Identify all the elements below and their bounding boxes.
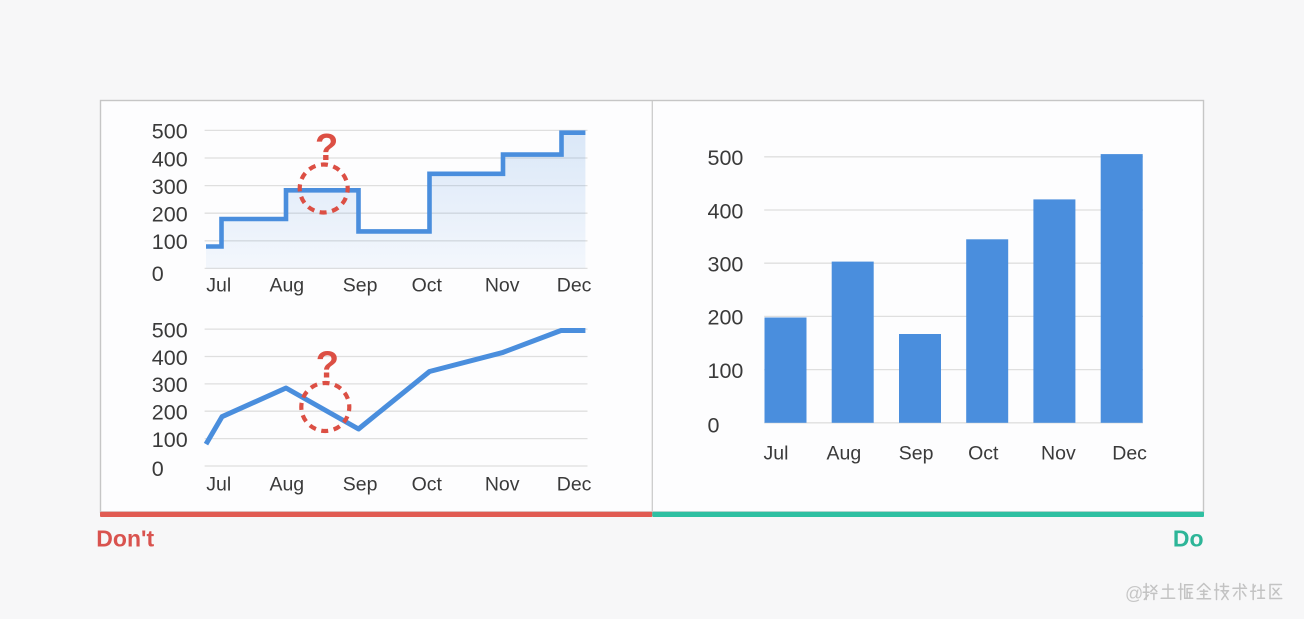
svg-text:Sep: Sep xyxy=(899,443,934,465)
svg-text:200: 200 xyxy=(708,306,744,330)
svg-text:100: 100 xyxy=(708,359,744,383)
svg-text:@: @ xyxy=(1125,584,1143,604)
svg-text:400: 400 xyxy=(152,147,188,171)
svg-text:Jul: Jul xyxy=(206,474,231,496)
svg-text:Dec: Dec xyxy=(1112,443,1147,465)
svg-text:Nov: Nov xyxy=(1041,443,1076,465)
svg-text:500: 500 xyxy=(708,146,744,170)
svg-text:0: 0 xyxy=(152,457,164,481)
svg-text:?: ? xyxy=(315,127,338,169)
svg-text:0: 0 xyxy=(708,413,720,437)
svg-text:Oct: Oct xyxy=(968,443,999,465)
svg-text:200: 200 xyxy=(152,401,188,425)
svg-text:Sep: Sep xyxy=(343,474,378,496)
svg-text:Oct: Oct xyxy=(412,275,443,297)
svg-text:400: 400 xyxy=(152,346,188,370)
svg-text:300: 300 xyxy=(152,175,188,199)
svg-text:100: 100 xyxy=(152,230,188,254)
svg-text:Sep: Sep xyxy=(343,275,378,297)
svg-text:100: 100 xyxy=(152,428,188,452)
svg-text:Aug: Aug xyxy=(269,474,304,496)
svg-text:?: ? xyxy=(316,345,339,387)
svg-text:500: 500 xyxy=(152,120,188,144)
svg-text:Do: Do xyxy=(1173,525,1204,551)
svg-text:Don't: Don't xyxy=(96,526,154,552)
svg-text:Dec: Dec xyxy=(557,474,592,496)
svg-text:Jul: Jul xyxy=(206,275,231,297)
svg-text:Dec: Dec xyxy=(557,275,592,297)
svg-text:Aug: Aug xyxy=(827,443,862,465)
svg-text:Oct: Oct xyxy=(412,474,443,496)
svg-text:Aug: Aug xyxy=(269,275,304,297)
svg-text:Nov: Nov xyxy=(485,474,520,496)
svg-text:300: 300 xyxy=(152,373,188,397)
svg-text:500: 500 xyxy=(152,318,188,342)
svg-text:Jul: Jul xyxy=(764,443,789,465)
svg-text:Nov: Nov xyxy=(485,275,520,297)
svg-text:300: 300 xyxy=(708,253,744,277)
svg-text:200: 200 xyxy=(152,203,188,227)
svg-text:0: 0 xyxy=(152,262,164,286)
svg-text:400: 400 xyxy=(708,199,744,223)
